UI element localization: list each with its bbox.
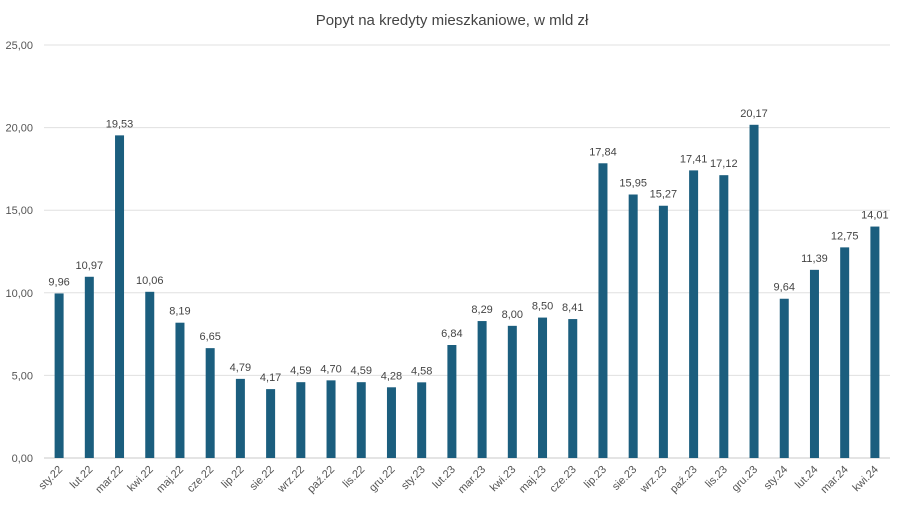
x-tick-label: paź.22 <box>305 464 337 496</box>
x-tick-label: lip.23 <box>582 464 609 491</box>
x-tick-label: lis.23 <box>703 464 730 491</box>
x-tick-label: sty.23 <box>399 464 428 493</box>
bar <box>205 348 215 458</box>
x-tick-label: cze.23 <box>547 464 578 495</box>
bar <box>689 170 699 459</box>
bar <box>235 378 245 458</box>
data-label: 17,84 <box>589 146 617 158</box>
data-label: 19,53 <box>106 118 134 130</box>
data-label: 6,84 <box>441 328 462 340</box>
data-label: 8,29 <box>471 304 492 316</box>
data-label: 10,06 <box>136 275 164 287</box>
bar <box>507 325 517 458</box>
x-tick-label: gru.22 <box>367 464 398 495</box>
data-label: 4,28 <box>381 370 402 382</box>
data-label: 4,59 <box>351 365 372 377</box>
x-tick-label: lut.24 <box>793 464 821 492</box>
bar <box>779 298 789 458</box>
bar <box>84 276 94 458</box>
data-label: 4,70 <box>320 363 341 375</box>
x-tick-label: cze.22 <box>185 464 216 495</box>
x-tick-label: mar.22 <box>93 464 125 496</box>
data-label: 8,50 <box>532 301 553 313</box>
bar <box>54 293 64 458</box>
bar <box>538 317 548 458</box>
bar <box>296 382 306 458</box>
x-tick-label: lip.22 <box>219 464 246 491</box>
bar <box>719 175 729 458</box>
data-label: 15,27 <box>650 189 678 201</box>
bar <box>356 382 366 458</box>
data-label: 4,79 <box>230 362 251 374</box>
data-label: 12,75 <box>831 230 859 242</box>
x-tick-label: lut.23 <box>430 464 458 492</box>
bar <box>749 124 759 459</box>
data-label: 4,17 <box>260 372 281 384</box>
x-tick-label: sty.24 <box>762 464 791 493</box>
data-label: 8,19 <box>169 306 190 318</box>
bar <box>477 321 487 458</box>
bar <box>809 269 819 458</box>
y-tick-label: 5,00 <box>12 370 33 382</box>
x-tick-label: wrz.22 <box>275 464 307 496</box>
y-tick-label: 25,00 <box>5 40 33 52</box>
data-label: 9,64 <box>774 282 795 294</box>
bar <box>658 205 668 458</box>
x-tick-label: paź.23 <box>668 464 700 496</box>
x-tick-label: gru.23 <box>730 464 761 495</box>
bar <box>386 387 396 458</box>
data-label: 10,97 <box>76 260 104 272</box>
data-label: 9,96 <box>48 276 69 288</box>
y-axis: 0,00 5,00 10,00 15,00 20,00 25,00 <box>5 40 33 465</box>
chart-title: Popyt na kredyty mieszkaniowe, w mld zł <box>316 12 589 29</box>
x-tick-label: lut.22 <box>68 464 96 492</box>
x-tick-label: kwi.23 <box>488 464 519 495</box>
data-label: 14,01 <box>861 210 889 222</box>
bar <box>628 194 638 459</box>
bar <box>145 291 155 458</box>
data-label: 4,58 <box>411 365 432 377</box>
bar <box>175 322 185 458</box>
x-tick-label: mar.24 <box>819 464 851 496</box>
bar <box>840 247 850 458</box>
x-tick-label: sty.22 <box>37 464 66 493</box>
x-tick-label: maj.22 <box>154 464 186 496</box>
data-label: 6,65 <box>199 331 220 343</box>
data-label: 8,41 <box>562 302 583 314</box>
x-tick-label: lis.22 <box>341 464 368 491</box>
y-tick-label: 15,00 <box>5 205 33 217</box>
x-tick-label: kwi.24 <box>850 464 881 495</box>
data-labels: 9,96 10,97 19,53 10,06 8,19 6,65 4,79 4,17 4,59 4… <box>48 108 888 384</box>
bar <box>326 380 336 458</box>
x-tick-label: sie.23 <box>610 464 639 493</box>
data-label: 8,00 <box>502 309 523 321</box>
x-tick-label: sie.22 <box>247 464 276 493</box>
bar <box>568 319 578 458</box>
bar <box>266 389 276 458</box>
bars <box>54 124 880 459</box>
bar <box>417 382 427 458</box>
bar <box>115 135 125 459</box>
data-label: 17,41 <box>680 153 708 165</box>
gridlines <box>44 44 890 459</box>
data-label: 4,59 <box>290 365 311 377</box>
x-tick-label: wrz.23 <box>637 464 669 496</box>
bar <box>598 163 608 458</box>
bar <box>870 226 880 458</box>
data-label: 11,39 <box>801 253 828 265</box>
data-label: 15,95 <box>619 178 647 190</box>
y-tick-label: 10,00 <box>5 288 33 300</box>
y-tick-label: 20,00 <box>5 123 33 135</box>
bar <box>447 345 457 458</box>
x-tick-label: kwi.22 <box>125 464 156 495</box>
x-tick-label: maj.23 <box>517 464 549 496</box>
data-label: 17,12 <box>710 158 738 170</box>
y-tick-label: 0,00 <box>12 453 33 465</box>
x-tick-label: mar.23 <box>456 464 488 496</box>
data-label: 20,17 <box>740 108 768 120</box>
